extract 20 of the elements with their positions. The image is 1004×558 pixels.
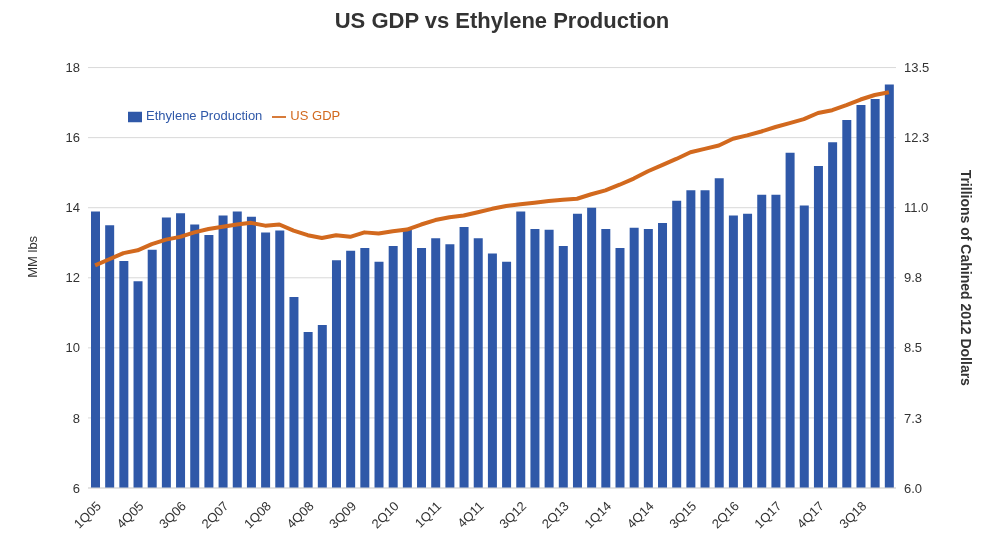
y-tick-label: 16 [65,130,80,146]
y-tick-label: 12 [65,270,80,286]
y2-axis-title: Trillions of Cahined 2012 Dollars [958,169,975,387]
y2-tick-label: 8.5 [904,340,923,356]
y2-tick-label: 13.5 [904,60,930,76]
y-tick-label: 6 [72,480,80,496]
line-series [93,90,891,268]
legend-label: Ethylene Production [146,108,263,123]
y2-tick-label: 9.8 [904,270,923,286]
y-tick-label: 8 [72,410,80,426]
y-tick-label: 14 [65,200,80,216]
y2-tick-label: 11.0 [904,200,929,216]
y2-tick-label: 7.3 [904,410,923,426]
legend-label: US GDP [290,108,341,123]
y-tick-label: 10 [65,340,80,356]
y2-tick-label: 6.0 [904,480,923,496]
y-axis-title: MM lbs [24,235,40,278]
y2-tick-label: 12.3 [904,130,930,146]
chart-title: US GDP vs Ethylene Production [333,8,671,35]
y-tick-label: 18 [65,60,80,76]
